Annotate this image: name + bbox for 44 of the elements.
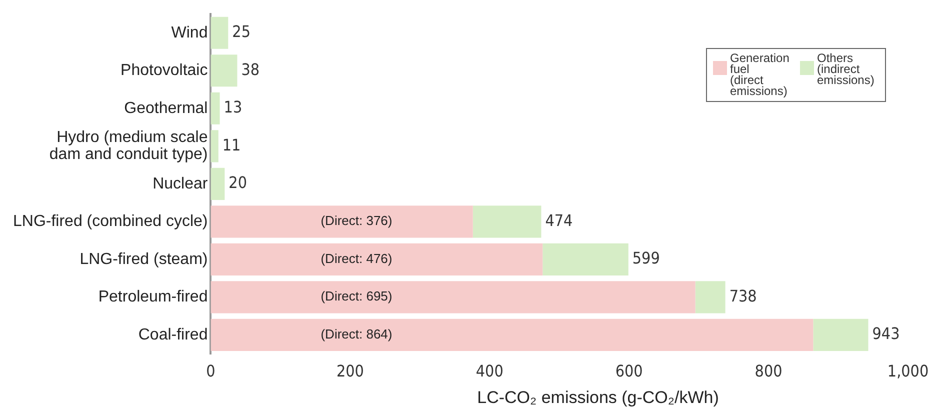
x-tick-label: 600 (615, 362, 643, 381)
bar (695, 281, 726, 314)
bar (813, 318, 868, 351)
x-tick-label: 0 (206, 362, 216, 381)
bar (472, 206, 542, 238)
y-tick-label: LNG-fired (steam) (80, 250, 208, 268)
total-label: 13 (224, 98, 242, 117)
y-tick-label: Nuclear (152, 175, 208, 192)
total-label: 738 (729, 286, 757, 306)
y-tick-label: Photovoltaic (120, 62, 208, 80)
data-label: (Direct: 376) (320, 213, 392, 228)
y-tick-label: Geothermal (124, 100, 208, 117)
bar (210, 92, 220, 124)
y-tick-label: LNG-fired (combined cycle) (12, 213, 208, 230)
bar (210, 54, 238, 87)
x-tick-label: 1,000 (887, 362, 929, 381)
x-tick-label: 400 (476, 362, 504, 381)
bar (210, 318, 814, 351)
total-label: 20 (228, 173, 247, 192)
bar (210, 206, 473, 238)
x-tick-label: 800 (754, 362, 782, 381)
total-label: 943 (872, 324, 900, 344)
data-label: (Direct: 476) (320, 250, 392, 266)
total-label: 25 (232, 22, 250, 42)
x-tick-label: 200 (336, 362, 364, 381)
total-label: 38 (241, 60, 260, 79)
legend-label: Others (indirect emissions) (817, 51, 876, 87)
y-tick-label: Wind (171, 24, 208, 42)
bar (210, 243, 543, 276)
y-tick-label: Hydro (medium scale dam and conduit type) (49, 129, 208, 163)
total-label: 474 (545, 210, 573, 230)
bar (542, 243, 628, 276)
data-label: (Direct: 695) (320, 288, 392, 304)
y-tick-label: Petroleum-fired (98, 288, 208, 306)
total-label: 599 (632, 248, 660, 268)
bar (210, 281, 696, 314)
data-label: (Direct: 864) (320, 326, 392, 342)
x-axis-title: LC-CO₂ emissions (g-CO₂/kWh) (476, 388, 720, 408)
total-label: 11 (222, 135, 241, 154)
bar (210, 130, 218, 162)
bar (210, 16, 228, 49)
bar (210, 168, 225, 200)
y-tick-label: Coal-fired (138, 326, 208, 344)
legend-label: Generation fuel (direct emissions) (730, 51, 790, 98)
